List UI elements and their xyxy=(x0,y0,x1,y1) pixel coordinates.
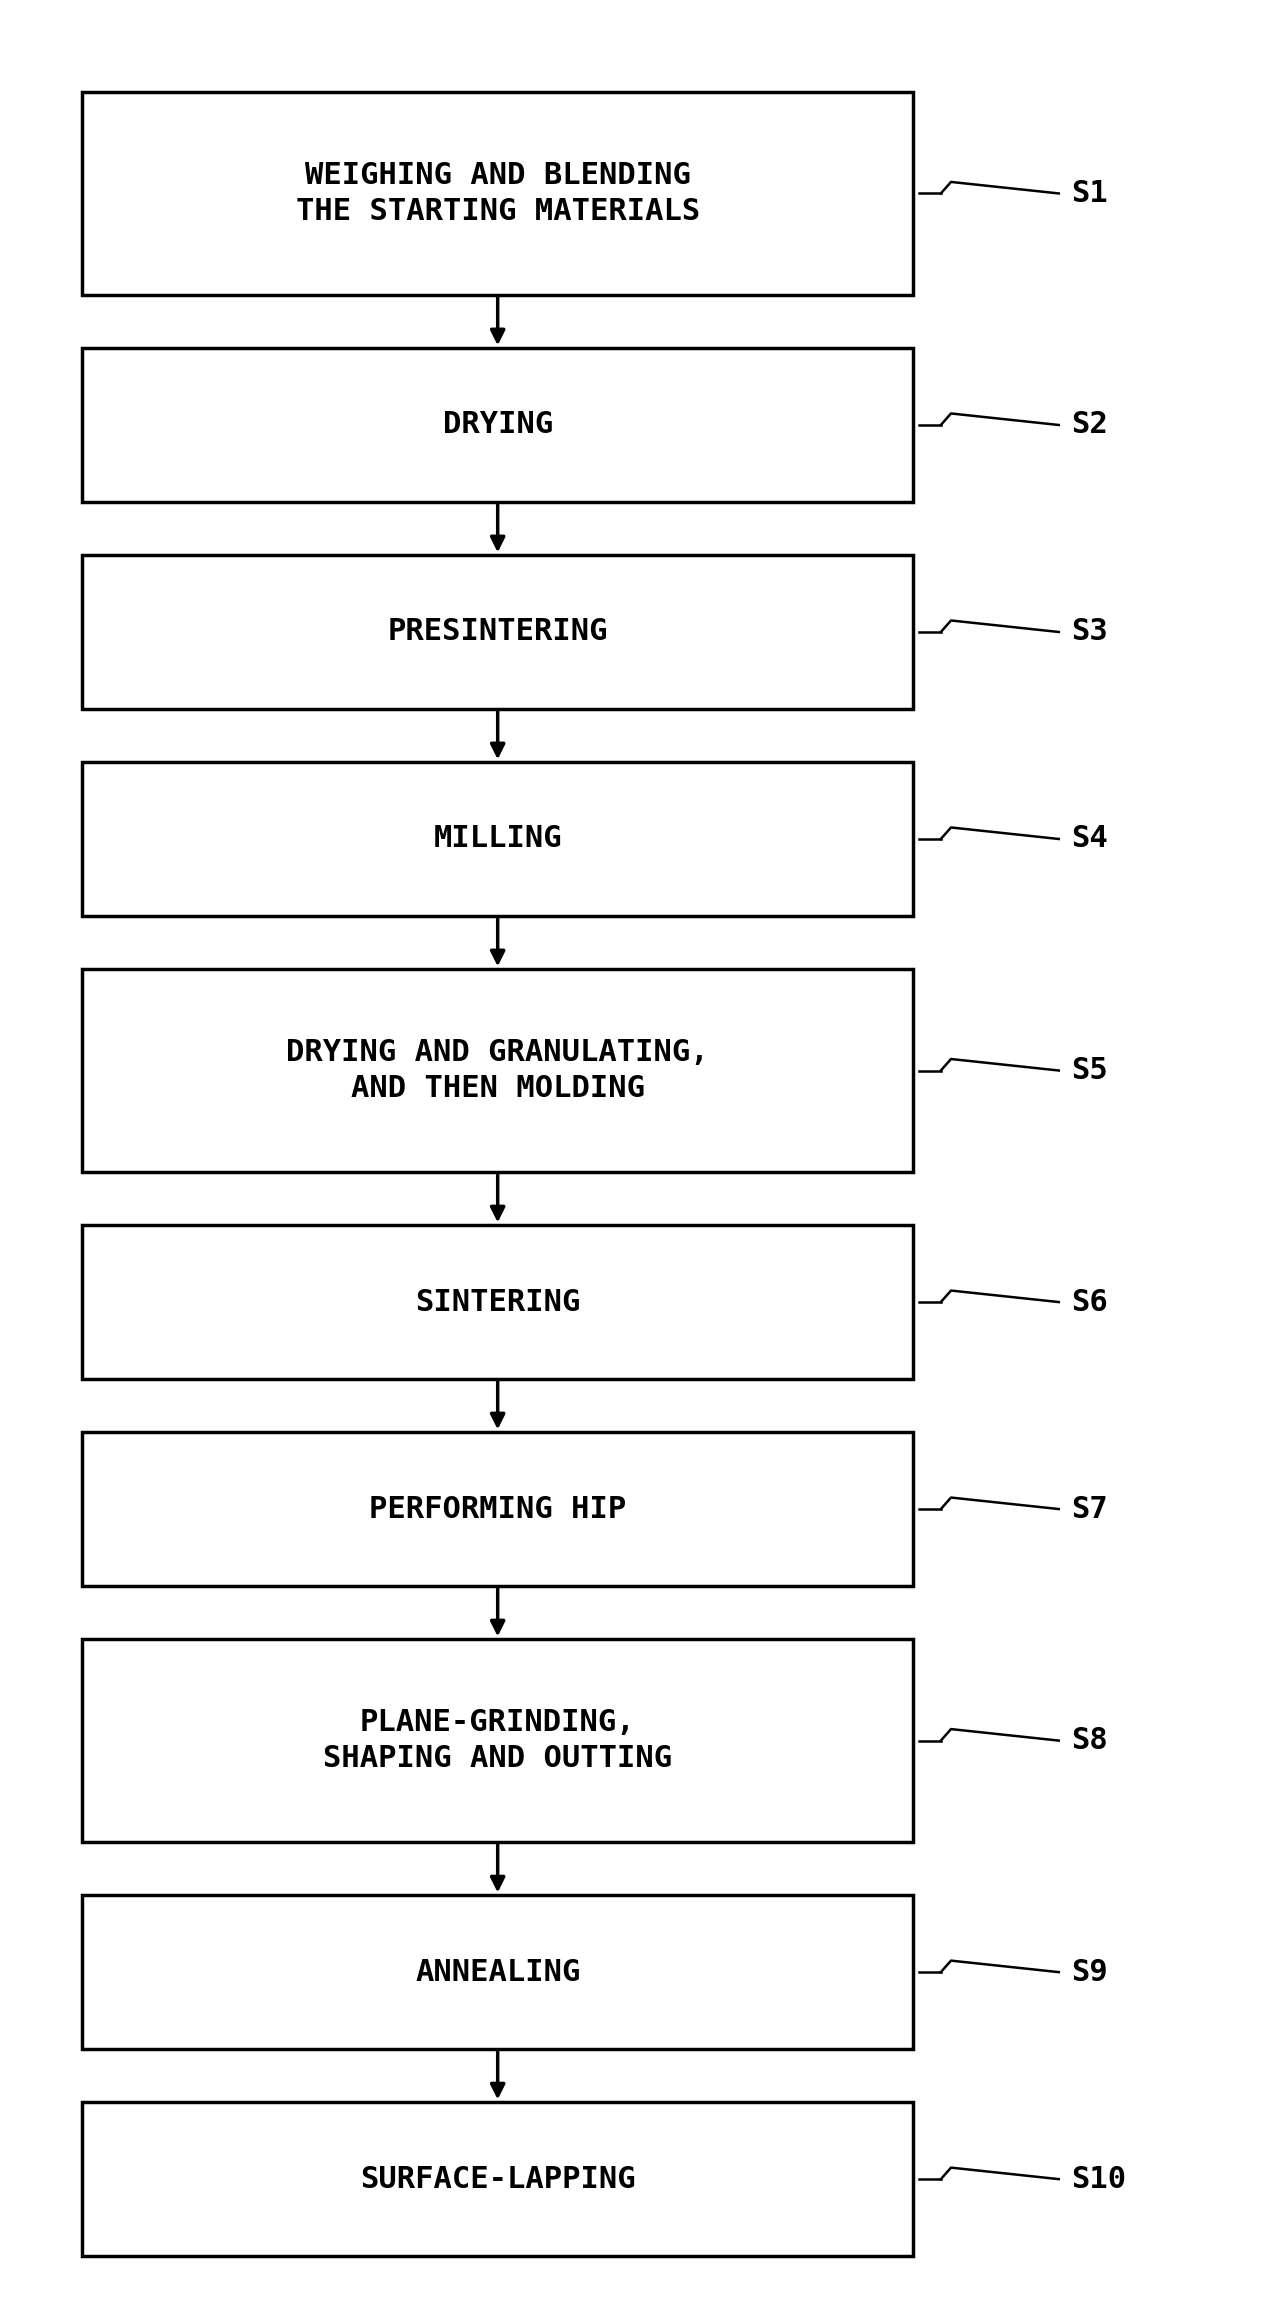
Text: WEIGHING AND BLENDING
THE STARTING MATERIALS: WEIGHING AND BLENDING THE STARTING MATER… xyxy=(295,161,700,226)
Bar xyxy=(82,348,913,502)
Text: DRYING: DRYING xyxy=(443,410,553,440)
Text: S7: S7 xyxy=(1071,1494,1108,1524)
Text: S8: S8 xyxy=(1071,1726,1108,1754)
Text: MILLING: MILLING xyxy=(434,824,562,854)
Text: S9: S9 xyxy=(1071,1957,1108,1987)
Text: S3: S3 xyxy=(1071,617,1108,647)
Text: S10: S10 xyxy=(1071,2164,1126,2194)
Bar xyxy=(82,92,913,295)
Text: S1: S1 xyxy=(1071,180,1108,207)
Bar xyxy=(82,1639,913,1842)
Text: PLANE-GRINDING,
SHAPING AND OUTTING: PLANE-GRINDING, SHAPING AND OUTTING xyxy=(323,1708,672,1773)
Bar xyxy=(82,1225,913,1379)
Bar xyxy=(82,555,913,709)
Bar xyxy=(82,969,913,1172)
Text: PERFORMING HIP: PERFORMING HIP xyxy=(369,1494,626,1524)
Text: PRESINTERING: PRESINTERING xyxy=(388,617,607,647)
Text: S5: S5 xyxy=(1071,1057,1108,1084)
Text: S6: S6 xyxy=(1071,1287,1108,1317)
Text: S4: S4 xyxy=(1071,824,1108,854)
Text: DRYING AND GRANULATING,
AND THEN MOLDING: DRYING AND GRANULATING, AND THEN MOLDING xyxy=(287,1038,709,1103)
Text: SURFACE-LAPPING: SURFACE-LAPPING xyxy=(360,2164,635,2194)
Bar xyxy=(82,1432,913,1586)
Text: SINTERING: SINTERING xyxy=(415,1287,581,1317)
Text: S2: S2 xyxy=(1071,410,1108,440)
Bar xyxy=(82,2102,913,2256)
Text: ANNEALING: ANNEALING xyxy=(415,1957,581,1987)
Bar xyxy=(82,762,913,916)
Bar xyxy=(82,1895,913,2049)
